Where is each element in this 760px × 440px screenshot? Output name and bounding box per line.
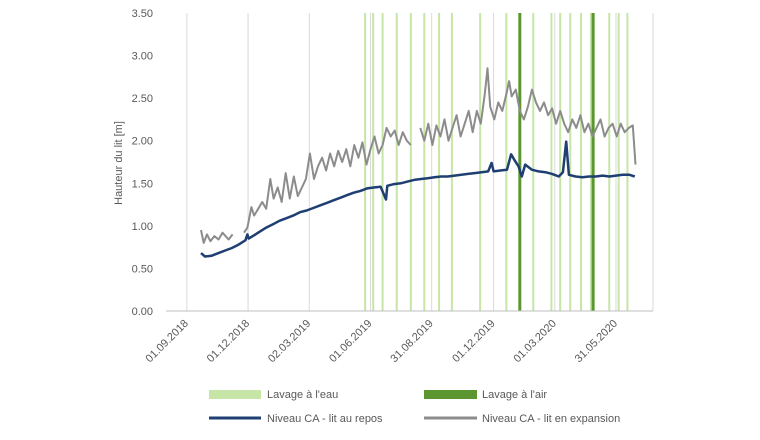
y-tick-label-1: 0.50 <box>132 263 153 275</box>
legend-swatch-eau <box>209 390 261 399</box>
x-tick-label-5: 01.12.2019 <box>450 318 497 365</box>
x-tick-label-0: 01.09.2018 <box>144 318 191 365</box>
x-tick-label-2: 02.03.2019 <box>266 318 313 365</box>
x-tick-label-6: 01.03.2020 <box>511 318 558 365</box>
y-tick-labels: 0.00 0.50 1.00 1.50 2.00 2.50 3.00 3.50 <box>132 8 153 318</box>
legend: Lavage à l'eau Lavage à l'air Niveau CA … <box>209 389 620 425</box>
legend-label-eau: Lavage à l'eau <box>267 389 338 401</box>
y-tick-label-7: 3.50 <box>132 8 153 20</box>
series-repos-line-0 <box>200 140 636 258</box>
event-layer <box>364 13 629 311</box>
series-expansion-line-1 <box>243 126 412 234</box>
series-expansion-line-2 <box>419 67 637 165</box>
x-tick-label-1: 01.12.2018 <box>205 318 252 365</box>
series-layer <box>200 67 637 258</box>
x-tick-label-7: 31.05.2020 <box>573 318 620 365</box>
y-axis-title: Hauteur du lit [m] <box>113 121 125 205</box>
legend-item-expansion: Niveau CA - lit en expansion <box>424 413 620 425</box>
y-tick-label-3: 1.50 <box>132 178 153 190</box>
x-tick-label-3: 01.06.2019 <box>327 318 374 365</box>
y-tick-label-2: 1.00 <box>132 221 153 233</box>
legend-swatch-air <box>424 390 477 399</box>
legend-label-air: Lavage à l'air <box>482 389 547 401</box>
x-tick-label-4: 31.08.2019 <box>388 318 435 365</box>
y-tick-label-5: 2.50 <box>132 93 153 105</box>
legend-label-repos: Niveau CA - lit au repos <box>267 413 383 425</box>
y-tick-label-4: 2.00 <box>132 136 153 148</box>
grid-layer <box>186 13 654 311</box>
y-tick-label-0: 0.00 <box>132 306 153 318</box>
legend-item-repos: Niveau CA - lit au repos <box>209 413 383 425</box>
legend-label-expansion: Niveau CA - lit en expansion <box>482 413 620 425</box>
x-tick-labels: 01.09.2018 01.12.2018 02.03.2019 01.06.2019… <box>144 318 621 365</box>
series-expansion-line-0 <box>200 229 234 244</box>
legend-item-air: Lavage à l'air <box>424 389 547 401</box>
y-tick-label-6: 3.00 <box>132 51 153 63</box>
legend-item-eau: Lavage à l'eau <box>209 389 338 401</box>
